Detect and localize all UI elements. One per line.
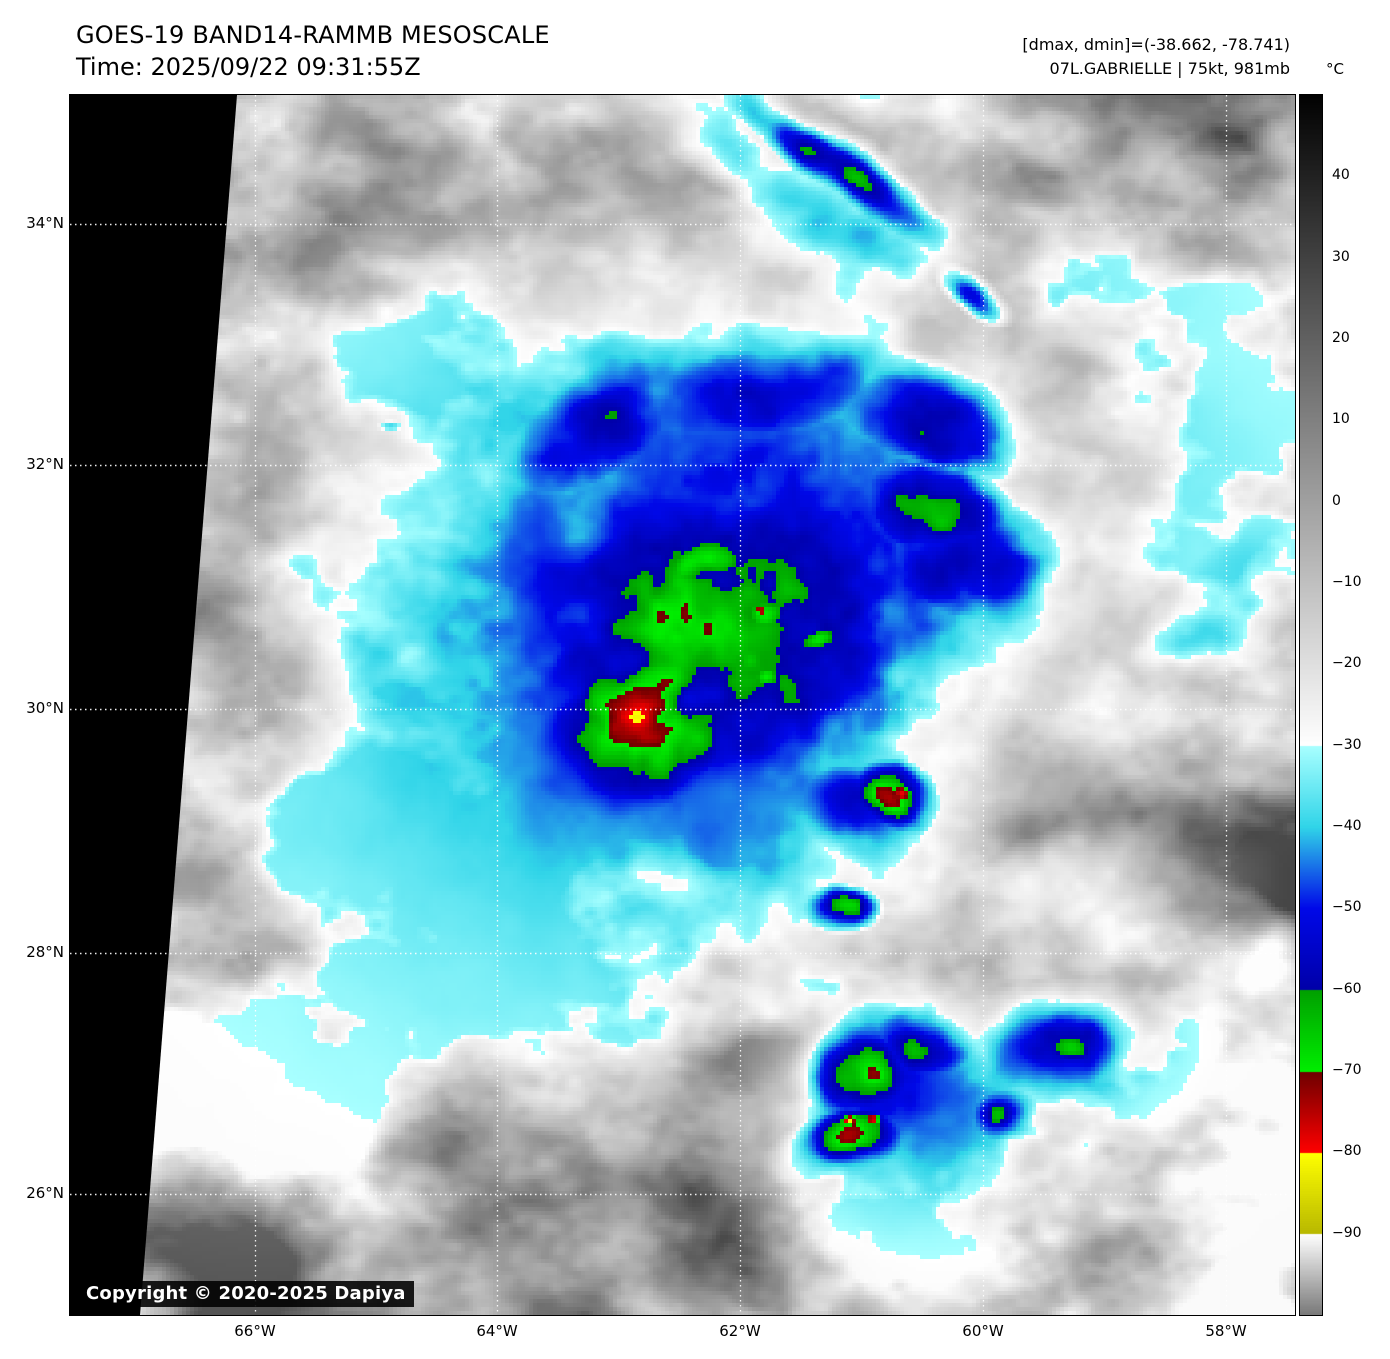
satellite-map-frame: Copyright © 2020-2025 Dapiya <box>69 94 1296 1316</box>
lat-tick-label: 28°N <box>26 943 64 962</box>
lat-tick-label: 34°N <box>26 213 64 232</box>
lon-tick-label: 60°W <box>962 1322 1004 1340</box>
colorbar-tick-label: −20 <box>1332 655 1362 672</box>
storm-info-label: 07L.GABRIELLE | 75kt, 981mb <box>1049 59 1290 78</box>
colorbar-unit-label: °C <box>1326 60 1344 78</box>
timestamp-label: Time: 2025/09/22 09:31:55Z <box>76 53 421 81</box>
colorbar-tick-label: −30 <box>1332 736 1362 753</box>
colorbar-tick-label: 10 <box>1332 411 1350 428</box>
satellite-image-canvas <box>70 95 1295 1315</box>
dmax-dmin-label: [dmax, dmin]=(-38.662, -78.741) <box>1022 35 1290 54</box>
lon-tick-label: 64°W <box>476 1322 518 1340</box>
colorbar-gradient-canvas <box>1300 95 1322 1315</box>
lon-tick-label: 62°W <box>719 1322 761 1340</box>
lat-tick-label: 30°N <box>26 699 64 718</box>
colorbar-tick-label: 40 <box>1332 167 1350 184</box>
colorbar-tick-label: 30 <box>1332 248 1350 265</box>
lon-tick-label: 58°W <box>1205 1322 1247 1340</box>
header-right-block: [dmax, dmin]=(-38.662, -78.741) 07L.GABR… <box>1022 33 1290 81</box>
lat-tick-label: 32°N <box>26 455 64 474</box>
lat-tick-label: 26°N <box>26 1183 64 1202</box>
page-title: GOES-19 BAND14-RAMMB MESOSCALE <box>76 21 550 49</box>
colorbar-tick-label: −70 <box>1332 1062 1362 1078</box>
copyright-label: Copyright © 2020-2025 Dapiya <box>78 1281 414 1307</box>
colorbar-tick-label: −10 <box>1332 574 1362 590</box>
colorbar-tick-label: −40 <box>1332 818 1362 834</box>
colorbar-tick-label: −80 <box>1332 1143 1362 1160</box>
colorbar-tick-label: −60 <box>1332 980 1362 997</box>
colorbar-tick-label: −90 <box>1332 1224 1362 1241</box>
colorbar-tick-label: −50 <box>1332 899 1362 916</box>
colorbar-tick-label: 0 <box>1332 492 1341 509</box>
lon-tick-label: 66°W <box>234 1322 276 1340</box>
colorbar-tick-label: 20 <box>1332 330 1350 346</box>
colorbar <box>1299 94 1323 1316</box>
